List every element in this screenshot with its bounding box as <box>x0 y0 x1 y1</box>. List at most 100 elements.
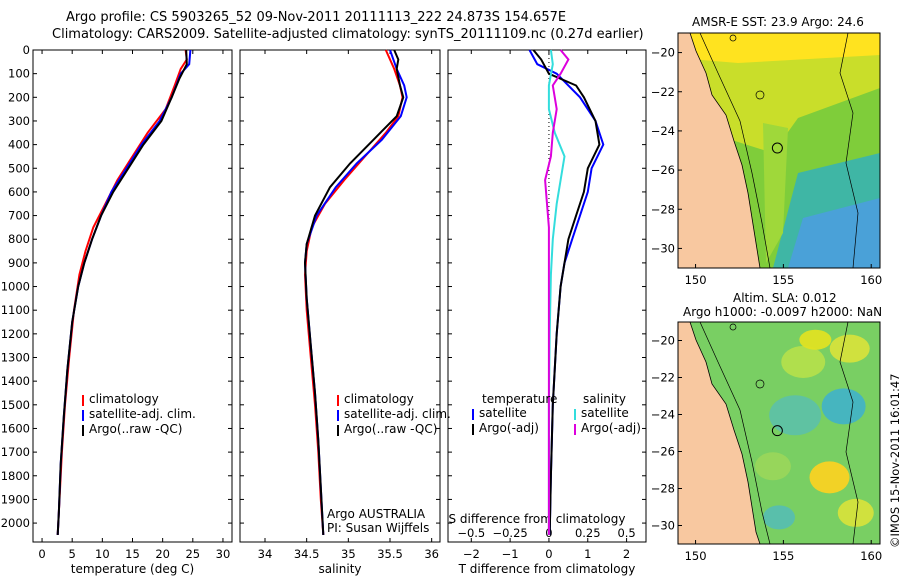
y-tick-label: 1800 <box>1 469 30 483</box>
sla-anomaly-blob <box>754 452 791 481</box>
y-tick-label: 800 <box>8 232 30 246</box>
x-tick-label: 25 <box>185 547 200 561</box>
x-tick-label: 5 <box>69 547 76 561</box>
y-tick-label: 300 <box>8 114 30 128</box>
series-line <box>528 49 605 535</box>
argo-position-marker <box>771 142 783 154</box>
map-frame <box>677 321 881 545</box>
y-tick-label: 2000 <box>1 516 30 530</box>
x-tick-label: −1 <box>502 547 519 561</box>
sst-warmest-region <box>678 33 880 63</box>
map-y-tick-label: −26 <box>651 163 675 177</box>
x-axis-label: temperature (deg C) <box>71 562 194 576</box>
y-tick-label: 200 <box>8 90 30 104</box>
australia-land <box>678 322 761 544</box>
y-tick-label: 900 <box>8 256 30 270</box>
series-line <box>56 49 188 535</box>
map-y-tick-label: −24 <box>651 408 675 422</box>
sla-map-title: Altim. SLA: 0.012 <box>733 291 837 305</box>
map-y-tick-label: −28 <box>651 482 675 496</box>
y-tick-label: 600 <box>8 185 30 199</box>
island-marker <box>755 90 765 100</box>
x-tick-label-top: 0.25 <box>575 526 601 540</box>
legend-label-climatology: climatology <box>344 392 414 406</box>
x-tick-label: 1 <box>584 547 591 561</box>
series-line <box>532 49 601 535</box>
series-line <box>303 49 405 535</box>
y-tick-label: 1700 <box>1 445 30 459</box>
legend-key-climatology <box>82 395 84 406</box>
argo-position-marker <box>771 425 783 437</box>
map-y-tick-label: −20 <box>651 46 675 60</box>
y-tick-label: 1300 <box>1 351 30 365</box>
legend-label-sal-satellite: satellite <box>581 406 629 420</box>
map-x-tick-label: 150 <box>685 549 707 563</box>
sla-anomaly-blob <box>781 345 826 378</box>
sst-map-field <box>678 33 880 268</box>
axes-frame <box>447 49 647 543</box>
legend-label-satellite: satellite-adj. clim. <box>89 407 196 421</box>
sst-eac-core <box>763 123 788 263</box>
sla-anomaly-blob <box>799 329 832 350</box>
axes-frame <box>239 49 441 543</box>
x-tick-label: 35 <box>341 547 356 561</box>
sla-map-subtitle: Argo h1000: -0.0097 h2000: NaN <box>683 305 883 319</box>
island-marker <box>729 34 737 42</box>
y-tick-label: 1200 <box>1 327 30 341</box>
y-tick-label: 0 <box>23 43 30 57</box>
map-y-tick-label: −20 <box>651 334 675 348</box>
series-line <box>544 49 570 535</box>
sla-anomaly-blob <box>769 395 822 436</box>
y-tick-label: 1600 <box>1 421 30 435</box>
argo-australia-label: Argo AUSTRALIA <box>327 507 426 521</box>
x-tick-label-top: −0.25 <box>492 526 527 540</box>
legend-label-sal-argo: Argo(-adj) <box>581 421 641 435</box>
map-y-tick-label: −26 <box>651 445 675 459</box>
x-axis-label-top: S difference from climatology <box>449 512 626 526</box>
legend-label-temp-satellite: satellite <box>479 406 527 420</box>
y-tick-label: 1000 <box>1 280 30 294</box>
x-tick-label: 34 <box>258 547 273 561</box>
legend-key-argo <box>337 425 339 436</box>
map-x-tick-label: 150 <box>685 273 707 287</box>
x-tick-label: 15 <box>125 547 140 561</box>
sst-map-title: AMSR-E SST: 23.9 Argo: 24.6 <box>692 15 864 29</box>
map-y-tick-label: −22 <box>651 85 675 99</box>
x-tick-label-top: −0.5 <box>457 526 485 540</box>
map-y-tick-label: −24 <box>651 124 675 138</box>
map-y-tick-label: −22 <box>651 371 675 385</box>
sla-anomaly-blob <box>809 461 850 494</box>
bathymetry-contour <box>699 322 771 544</box>
legend-label-climatology: climatology <box>89 392 159 406</box>
x-tick-label: 10 <box>95 547 110 561</box>
legend-label-temp-argo: Argo(-adj) <box>479 421 539 435</box>
legend-label-argo: Argo(..raw -QC) <box>89 422 183 436</box>
map-y-tick-label: −28 <box>651 202 675 216</box>
axes-frame <box>32 49 233 543</box>
bathymetry-contour <box>699 33 771 268</box>
imos-credit: ©IMOS 15-Nov-2011 16:01:47 <box>888 373 900 548</box>
y-tick-label: 700 <box>8 209 30 223</box>
legend-title-temperature: temperature <box>482 392 558 406</box>
x-tick-label: 20 <box>155 547 170 561</box>
legend-key-satellite <box>337 410 339 421</box>
legend-title-salinity: salinity <box>583 392 627 406</box>
legend-key-sal-argo <box>574 424 576 435</box>
sla-map-field <box>678 322 880 544</box>
x-axis-label: T difference from climatology <box>458 562 636 576</box>
legend-label-argo: Argo(..raw -QC) <box>344 422 438 436</box>
y-tick-label: 1400 <box>1 374 30 388</box>
legend-label-satellite: satellite-adj. clim. <box>344 407 451 421</box>
legend-key-temp-argo <box>472 424 474 435</box>
x-tick-label-top: 0.5 <box>617 526 635 540</box>
x-tick-label: 36 <box>424 547 439 561</box>
legend-key-satellite <box>82 410 84 421</box>
x-axis-label: salinity <box>318 562 361 576</box>
australia-land <box>678 33 761 268</box>
map-y-tick-label: −30 <box>651 241 675 255</box>
legend-key-climatology <box>337 395 339 406</box>
map-y-tick-label: −30 <box>651 519 675 533</box>
x-tick-label: −2 <box>463 547 480 561</box>
x-tick-label: 34.5 <box>294 547 320 561</box>
map-x-tick-label: 155 <box>772 273 794 287</box>
